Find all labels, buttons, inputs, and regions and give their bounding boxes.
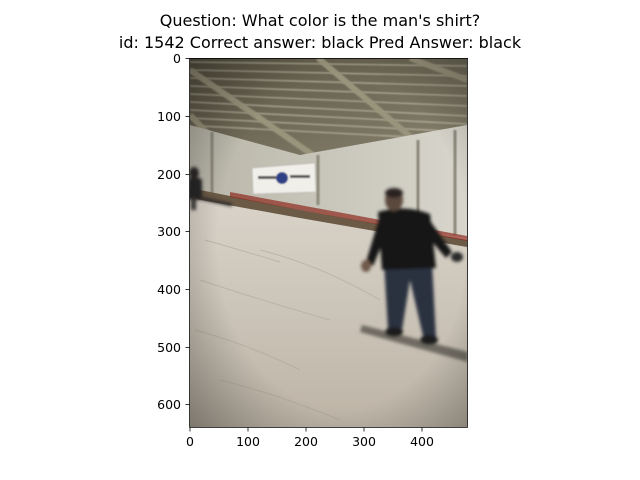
x-tick-label: 100	[236, 434, 260, 449]
x-tick-label: 300	[352, 434, 376, 449]
y-tick-label: 200	[157, 167, 181, 182]
y-tick-label: 600	[157, 397, 181, 412]
y-axis	[185, 58, 190, 405]
y-tick-label: 400	[157, 282, 181, 297]
y-tick-label: 100	[157, 109, 181, 124]
figure-title-answer: id: 1542 Correct answer: black Pred Answ…	[118, 33, 522, 52]
y-tick-label: 300	[157, 224, 181, 239]
x-axis	[189, 427, 423, 432]
x-tick-label: 400	[410, 434, 434, 449]
x-tick-label: 200	[294, 434, 318, 449]
photo-snowboarder	[190, 58, 467, 427]
y-tick-label: 500	[157, 340, 181, 355]
axes-frame	[189, 58, 468, 428]
y-tick-label: 0	[173, 51, 181, 66]
x-tick-label: 0	[186, 434, 194, 449]
figure-title-question: Question: What color is the man's shirt?	[159, 11, 481, 30]
